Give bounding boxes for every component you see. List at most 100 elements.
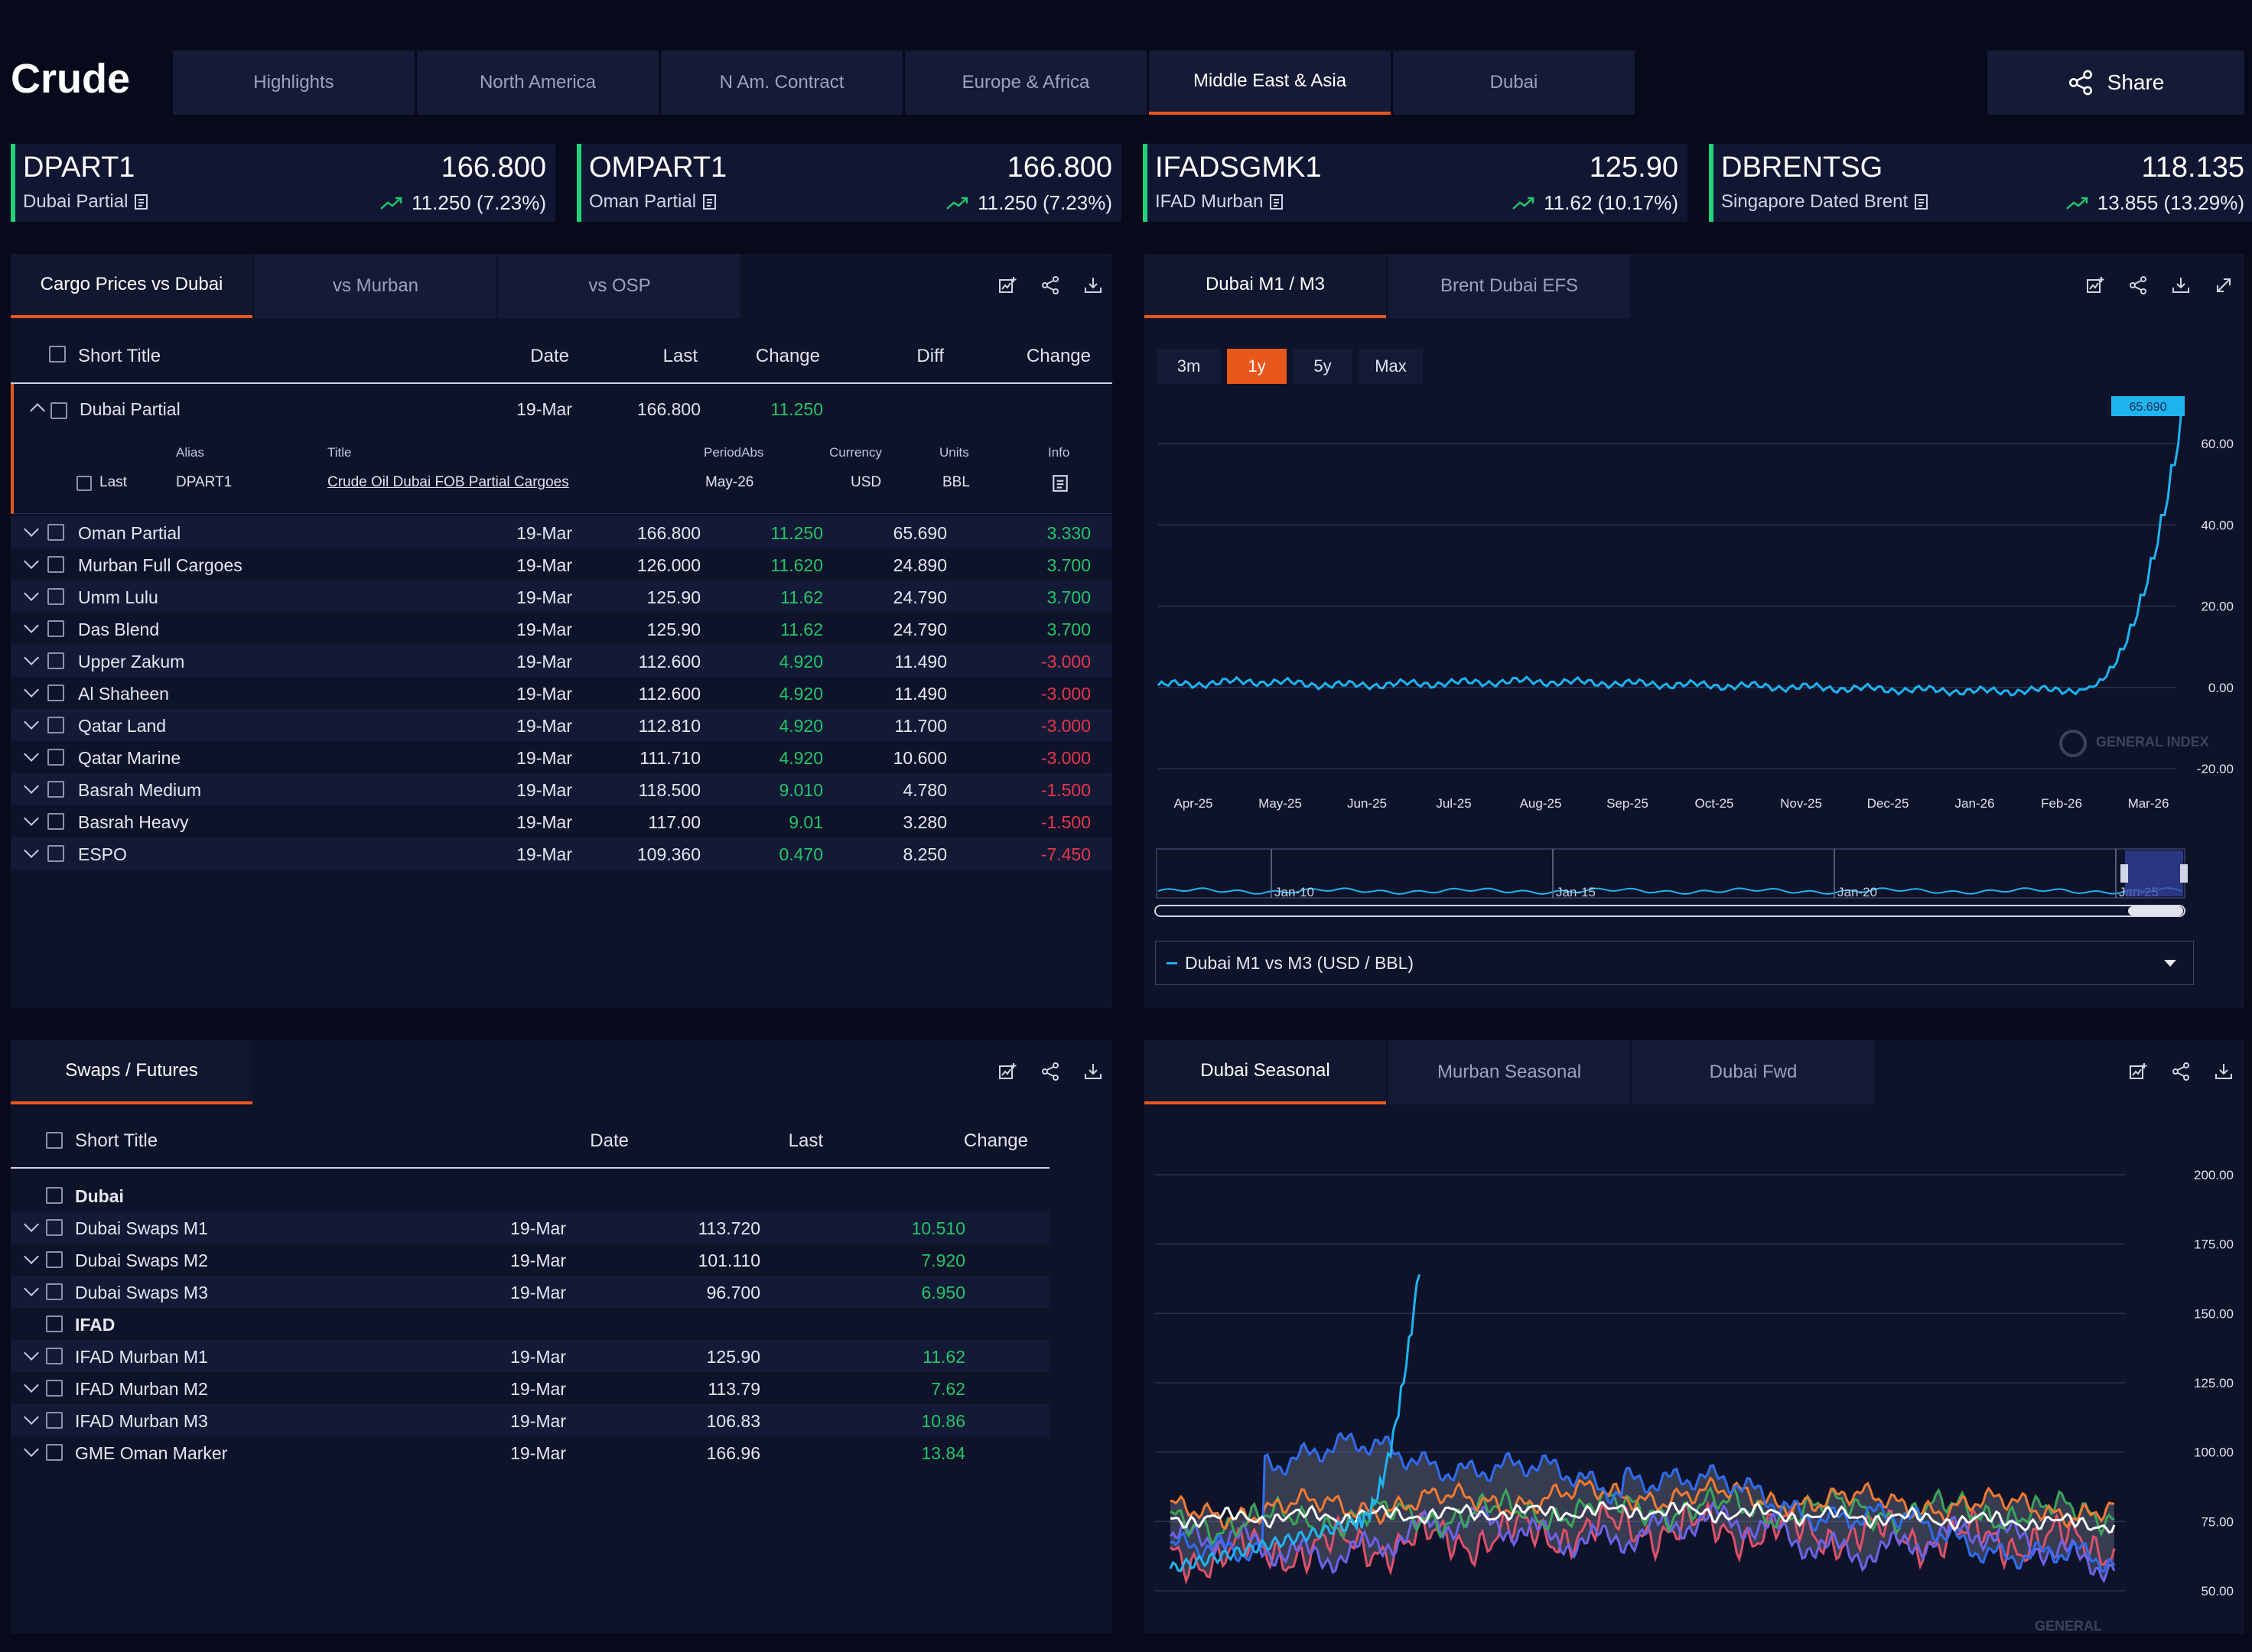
- panel-tab-0[interactable]: Dubai M1 / M3: [1144, 254, 1386, 318]
- nav-tab-4[interactable]: Middle East & Asia: [1149, 50, 1391, 115]
- row-checkbox[interactable]: [47, 556, 64, 573]
- document-icon[interactable]: [134, 193, 149, 210]
- ticker-card[interactable]: OMPART1 166.800 Oman Partial 11.250 (7.23%): [577, 144, 1121, 222]
- expand-chevron-icon[interactable]: [24, 779, 39, 794]
- download-icon[interactable]: [1083, 275, 1103, 295]
- col-last[interactable]: Last: [788, 1130, 823, 1151]
- table-row[interactable]: ESPO 19-Mar 109.360 0.470 8.250 -7.450: [11, 837, 1112, 870]
- download-icon[interactable]: [1083, 1062, 1103, 1081]
- share-icon[interactable]: [2171, 1062, 2191, 1081]
- chart-add-icon[interactable]: [2085, 275, 2105, 295]
- period-button-3[interactable]: Max: [1359, 349, 1423, 384]
- row-checkbox[interactable]: [47, 620, 64, 637]
- col-short-title[interactable]: Short Title: [78, 346, 161, 366]
- row-checkbox[interactable]: [46, 1444, 63, 1461]
- col-date[interactable]: Date: [590, 1130, 629, 1151]
- row-checkbox[interactable]: [47, 685, 64, 701]
- col-date[interactable]: Date: [530, 346, 569, 366]
- collapse-chevron-icon[interactable]: [30, 403, 45, 418]
- row-checkbox[interactable]: [46, 1380, 63, 1397]
- panel-tab-1[interactable]: Brent Dubai EFS: [1388, 254, 1630, 318]
- period-button-2[interactable]: 5y: [1293, 349, 1352, 384]
- panel-tab-2[interactable]: Dubai Fwd: [1632, 1040, 1874, 1104]
- nav-tab-5[interactable]: Dubai: [1393, 50, 1635, 115]
- expand-chevron-icon[interactable]: [24, 1345, 39, 1361]
- download-icon[interactable]: [2214, 1062, 2234, 1081]
- detail-checkbox[interactable]: [76, 476, 92, 491]
- group-row[interactable]: IFAD: [11, 1308, 1050, 1340]
- expand-icon[interactable]: [2214, 275, 2234, 295]
- expand-chevron-icon[interactable]: [24, 1410, 39, 1425]
- chart-add-icon[interactable]: [997, 1062, 1017, 1081]
- share-icon[interactable]: [2128, 275, 2148, 295]
- table-row[interactable]: Umm Lulu 19-Mar 125.90 11.62 24.790 3.700: [11, 580, 1112, 613]
- panel-tab-0[interactable]: Cargo Prices vs Dubai: [11, 254, 252, 318]
- document-icon[interactable]: [1914, 193, 1929, 210]
- expand-chevron-icon[interactable]: [24, 522, 39, 537]
- period-button-0[interactable]: 3m: [1157, 349, 1221, 384]
- expand-chevron-icon[interactable]: [24, 714, 39, 730]
- group-row[interactable]: Dubai: [11, 1179, 1050, 1211]
- expand-chevron-icon[interactable]: [24, 811, 39, 826]
- navigator-selection[interactable]: [2125, 850, 2183, 896]
- detail-title-link[interactable]: Crude Oil Dubai FOB Partial Cargoes: [327, 474, 569, 490]
- expand-chevron-icon[interactable]: [24, 586, 39, 601]
- table-row[interactable]: Basrah Medium 19-Mar 118.500 9.010 4.780 -1.5…: [11, 773, 1112, 805]
- expand-chevron-icon[interactable]: [24, 746, 39, 762]
- info-document-icon[interactable]: [1051, 474, 1069, 493]
- series-blue[interactable]: [1170, 1431, 2116, 1573]
- series-white[interactable]: [1170, 1501, 2116, 1534]
- navigator-scroll-thumb[interactable]: [2128, 906, 2183, 915]
- table-row[interactable]: IFAD Murban M2 19-Mar 113.79 7.62: [11, 1372, 1050, 1404]
- ticker-card[interactable]: DPART1 166.800 Dubai Partial 11.250 (7.23%): [11, 144, 555, 222]
- table-row[interactable]: Al Shaheen 19-Mar 112.600 4.920 11.490 -3.000: [11, 677, 1112, 709]
- table-row[interactable]: Basrah Heavy 19-Mar 117.00 9.01 3.280 -1.500: [11, 805, 1112, 837]
- row-checkbox[interactable]: [47, 781, 64, 798]
- chart-add-icon[interactable]: [2128, 1062, 2148, 1081]
- panel-tab-0[interactable]: Swaps / Futures: [11, 1040, 252, 1104]
- table-row[interactable]: Oman Partial 19-Mar 166.800 11.250 65.690 3.3…: [11, 516, 1112, 548]
- panel-tab-0[interactable]: Dubai Seasonal: [1144, 1040, 1386, 1104]
- expand-chevron-icon[interactable]: [24, 1249, 39, 1264]
- col-last[interactable]: Last: [662, 346, 698, 366]
- row-checkbox[interactable]: [46, 1412, 63, 1429]
- table-row[interactable]: Dubai Swaps M3 19-Mar 96.700 6.950: [11, 1276, 1050, 1308]
- expand-chevron-icon[interactable]: [24, 1217, 39, 1232]
- document-icon[interactable]: [1269, 193, 1284, 210]
- expand-chevron-icon[interactable]: [24, 650, 39, 665]
- nav-tab-0[interactable]: Highlights: [173, 50, 415, 115]
- row-checkbox[interactable]: [47, 652, 64, 669]
- expand-chevron-icon[interactable]: [24, 554, 39, 569]
- expand-chevron-icon[interactable]: [24, 682, 39, 698]
- nav-tab-3[interactable]: Europe & Africa: [905, 50, 1147, 115]
- row-checkbox[interactable]: [46, 1348, 63, 1364]
- expand-chevron-icon[interactable]: [24, 1281, 39, 1296]
- row-checkbox[interactable]: [46, 1219, 63, 1236]
- row-checkbox[interactable]: [50, 402, 67, 419]
- table-row[interactable]: Dubai Swaps M2 19-Mar 101.110 7.920: [11, 1244, 1050, 1276]
- spread-chart[interactable]: 60.00 40.00 20.00 0.00 -20.00 Apr-25 May-25 Jun…: [1144, 254, 2244, 1008]
- table-row[interactable]: Qatar Marine 19-Mar 111.710 4.920 10.600 -3.0…: [11, 741, 1112, 773]
- ticker-card[interactable]: IFADSGMK1 125.90 IFAD Murban 11.62 (10.17%): [1143, 144, 1687, 222]
- nav-tab-1[interactable]: North America: [417, 50, 659, 115]
- row-checkbox[interactable]: [46, 1315, 63, 1332]
- col-short-title[interactable]: Short Title: [75, 1130, 158, 1151]
- row-checkbox[interactable]: [46, 1187, 63, 1204]
- nav-tab-2[interactable]: N Am. Contract: [661, 50, 903, 115]
- row-checkbox[interactable]: [47, 524, 64, 541]
- panel-tab-1[interactable]: vs Murban: [255, 254, 496, 318]
- row-checkbox[interactable]: [46, 1251, 63, 1268]
- select-all-checkbox[interactable]: [46, 1132, 63, 1149]
- share-icon[interactable]: [1040, 1062, 1060, 1081]
- document-icon[interactable]: [702, 193, 718, 210]
- navigator-handle-left[interactable]: [2120, 864, 2128, 883]
- navigator-handle-right[interactable]: [2180, 864, 2188, 883]
- expand-chevron-icon[interactable]: [24, 1377, 39, 1393]
- table-row[interactable]: Qatar Land 19-Mar 112.810 4.920 11.700 -3.000: [11, 709, 1112, 741]
- panel-tab-2[interactable]: vs OSP: [499, 254, 740, 318]
- panel-tab-1[interactable]: Murban Seasonal: [1388, 1040, 1630, 1104]
- row-checkbox[interactable]: [47, 845, 64, 862]
- expand-chevron-icon[interactable]: [24, 618, 39, 633]
- expand-chevron-icon[interactable]: [24, 1442, 39, 1457]
- col-diff[interactable]: Diff: [916, 346, 944, 366]
